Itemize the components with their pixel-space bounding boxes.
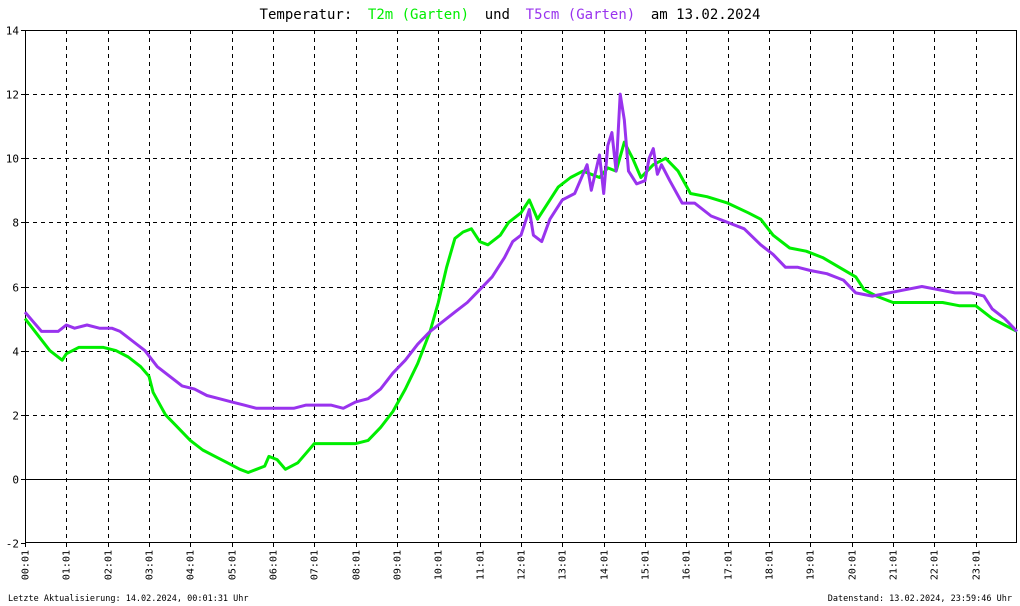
x-tick-label: 05:01 <box>228 550 239 580</box>
x-tick-label: 10:01 <box>434 550 445 580</box>
y-tick-label: 10 <box>6 153 19 166</box>
title-date: am 13.02.2024 <box>651 7 761 23</box>
x-tick-label: 07:01 <box>310 550 321 580</box>
title-conjunction: und <box>485 7 510 23</box>
chart-title: Temperatur: T2m (Garten) und T5cm (Garte… <box>260 4 761 23</box>
x-tick-label: 01:01 <box>62 550 73 580</box>
x-tick-label: 23:01 <box>972 550 983 580</box>
y-tick-label: 8 <box>12 217 19 230</box>
x-tick-label: 09:01 <box>393 550 404 580</box>
x-tick-label: 22:01 <box>930 550 941 580</box>
grid <box>25 30 1017 543</box>
y-tick-label: 14 <box>6 25 20 38</box>
axes: -2 0 2 4 6 8 10 12 14 00:01 01:01 02:01 03:01 04:01 05… <box>6 25 1017 580</box>
x-tick-label: 11:01 <box>476 550 487 580</box>
x-tick-label: 00:01 <box>21 550 32 580</box>
series-lines <box>23 92 1019 474</box>
x-tick-label: 15:01 <box>641 550 652 580</box>
x-tick-label: 17:01 <box>724 550 735 580</box>
footer-last-update: Letzte Aktualisierung: 14.02.2024, 00:01… <box>8 594 249 604</box>
y-tick-label: 6 <box>12 282 19 295</box>
plot-frame <box>25 30 1017 543</box>
x-tick-label: 04:01 <box>186 550 197 580</box>
x-tick-label: 19:01 <box>806 550 817 580</box>
y-tick-label: 12 <box>6 89 19 102</box>
y-tick-label: -2 <box>6 538 19 551</box>
x-tick-label: 02:01 <box>104 550 115 580</box>
x-tick-label: 06:01 <box>269 550 280 580</box>
x-tick-label: 16:01 <box>682 550 693 580</box>
x-tick-label: 13:01 <box>558 550 569 580</box>
y-tick-label: 0 <box>12 474 19 487</box>
x-tick-label: 12:01 <box>517 550 528 580</box>
x-tick-label: 21:01 <box>889 550 900 580</box>
x-tick-label: 18:01 <box>765 550 776 580</box>
x-tick-label: 20:01 <box>848 550 859 580</box>
series-line-t2m <box>23 140 1018 474</box>
title-series-t2m: T2m (Garten) <box>368 7 469 23</box>
title-prefix: Temperatur: <box>260 7 353 23</box>
x-tick-label: 03:01 <box>145 550 156 580</box>
series-line-t5cm <box>23 92 1019 410</box>
x-tick-label: 08:01 <box>352 550 363 580</box>
y-tick-label: 4 <box>12 346 19 359</box>
footer-data-status: Datenstand: 13.02.2024, 23:59:46 Uhr <box>828 594 1012 604</box>
title-series-t5cm: T5cm (Garten) <box>526 7 636 23</box>
x-tick-label: 14:01 <box>600 550 611 580</box>
y-tick-label: 2 <box>12 410 19 423</box>
